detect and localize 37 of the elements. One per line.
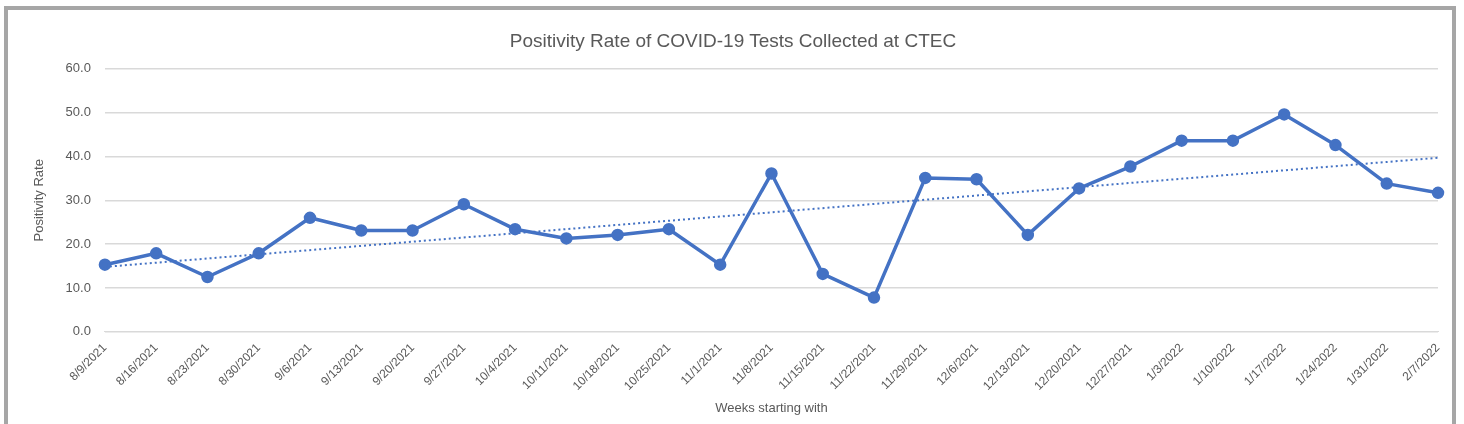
point (765, 167, 778, 180)
point (1124, 160, 1137, 173)
y-axis-title: Positivity Rate (31, 159, 47, 242)
point (98, 258, 112, 271)
point (457, 197, 471, 211)
point (1175, 134, 1188, 147)
point (1072, 182, 1086, 195)
point (611, 228, 624, 242)
chart-title: Positivity Rate of COVID-19 Tests Collected at CTEC (509, 29, 957, 51)
point (1226, 134, 1240, 147)
point (406, 224, 419, 237)
point (303, 211, 317, 225)
point (201, 270, 214, 284)
point (252, 247, 265, 260)
point (919, 171, 932, 185)
point (816, 267, 829, 281)
x-axis-title: Weeks starting with (715, 399, 828, 415)
point (1277, 108, 1291, 121)
y-tick-label: 50.0 (65, 104, 91, 120)
y-tick-label: 0.0 (72, 323, 91, 339)
y-tick-label: 40.0 (65, 148, 91, 164)
point (508, 222, 522, 236)
y-tick-label: 10.0 (65, 279, 91, 295)
point (1329, 138, 1342, 152)
point (560, 232, 573, 245)
point (1021, 228, 1035, 242)
y-tick-label: 20.0 (65, 235, 91, 251)
y-tick-label: 60.0 (65, 60, 91, 76)
point (1431, 186, 1445, 200)
point (1380, 177, 1393, 190)
point (355, 224, 368, 237)
point (867, 291, 881, 304)
point (149, 247, 163, 260)
point (970, 172, 983, 186)
point (662, 222, 676, 236)
y-tick-label: 30.0 (65, 191, 91, 207)
point (713, 258, 727, 271)
